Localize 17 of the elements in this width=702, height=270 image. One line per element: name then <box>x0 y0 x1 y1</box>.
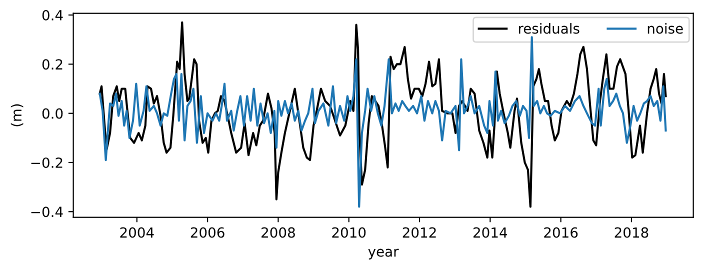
legend-label: noise <box>648 23 683 34</box>
x-tick-label: 2014 <box>474 227 508 238</box>
x-tick-label: 2006 <box>190 227 224 238</box>
y-tick-label: −0.4 <box>31 206 63 218</box>
x-tick-label: 2018 <box>614 227 648 238</box>
x-tick-label: 2008 <box>262 227 295 238</box>
y-tick-label: 0.2 <box>42 59 62 70</box>
y-tick-label: 0.0 <box>42 108 63 119</box>
y-axis-title: (m) <box>10 104 24 126</box>
x-tick-label: 2010 <box>332 227 366 238</box>
x-tick-label: 2012 <box>402 227 436 238</box>
x-tick-label: 2016 <box>544 227 578 238</box>
y-tick-label: −0.2 <box>31 157 62 168</box>
x-axis-title: year <box>368 248 399 260</box>
y-tick-label: 0.4 <box>42 10 63 20</box>
x-tick-label: 2004 <box>120 227 154 238</box>
legend-label: residuals <box>518 23 580 34</box>
